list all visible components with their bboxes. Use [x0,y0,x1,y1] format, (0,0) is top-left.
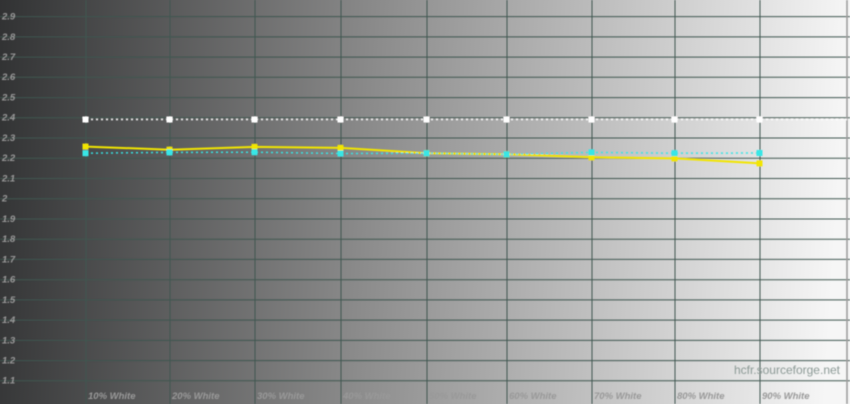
svg-text:1.8: 1.8 [2,234,16,245]
svg-text:2.1: 2.1 [1,173,15,184]
svg-text:1.1: 1.1 [2,376,15,387]
svg-text:2.9: 2.9 [1,12,16,23]
svg-text:hcfr.sourceforge.net: hcfr.sourceforge.net [734,363,841,377]
svg-text:10% White: 10% White [88,391,136,402]
svg-text:60% White: 60% White [509,391,557,402]
svg-text:80% White: 80% White [677,391,725,402]
svg-text:40% White: 40% White [342,391,391,402]
svg-text:20% White: 20% White [171,391,220,402]
svg-text:2.4: 2.4 [1,113,16,124]
svg-text:70% White: 70% White [594,391,642,402]
svg-text:2.7: 2.7 [1,52,16,63]
svg-text:90% White: 90% White [762,391,810,402]
svg-text:2.3: 2.3 [1,133,16,144]
svg-text:1.3: 1.3 [2,335,16,346]
svg-text:1.9: 1.9 [2,214,16,225]
svg-text:2.6: 2.6 [1,72,16,83]
svg-text:2.2: 2.2 [1,153,16,164]
svg-text:1.6: 1.6 [2,275,16,286]
svg-text:50% White: 50% White [429,391,477,402]
svg-text:1.7: 1.7 [2,254,16,265]
svg-text:2.5: 2.5 [1,93,16,104]
svg-text:1.4: 1.4 [2,315,16,326]
svg-text:2.8: 2.8 [1,32,16,43]
svg-text:1.5: 1.5 [2,295,16,306]
svg-text:1.2: 1.2 [2,356,16,367]
svg-text:2: 2 [1,194,8,205]
svg-text:30% White: 30% White [257,391,305,402]
